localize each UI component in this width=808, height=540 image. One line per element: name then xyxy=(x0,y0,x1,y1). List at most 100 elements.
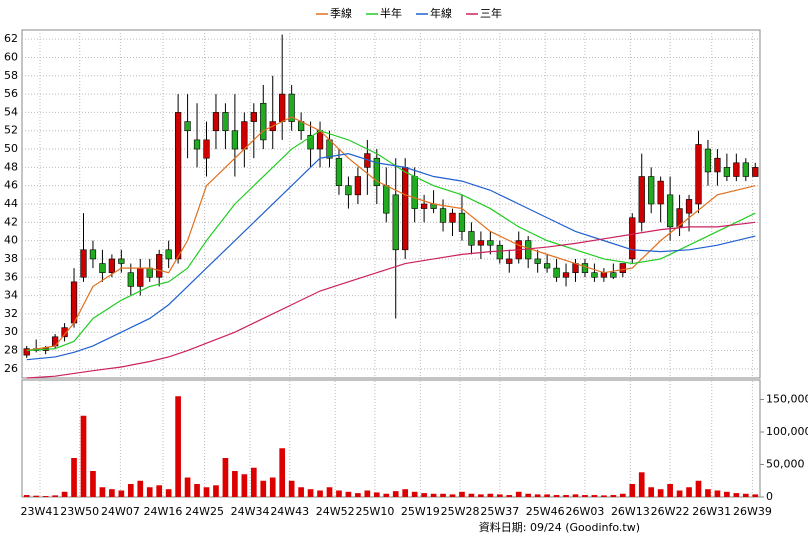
volume-bar xyxy=(232,471,238,497)
candle-body xyxy=(383,185,390,214)
y-tick-label: 30 xyxy=(4,325,18,338)
volume-bar xyxy=(515,491,522,497)
candle-body xyxy=(146,267,153,278)
candle-body xyxy=(23,348,30,356)
candle-body xyxy=(108,258,116,273)
candle-body xyxy=(648,176,655,205)
volume-bar xyxy=(421,493,427,497)
candle-body xyxy=(373,157,380,186)
volume-bar xyxy=(42,496,49,497)
volume-bar xyxy=(440,493,446,497)
volume-bar xyxy=(544,494,550,497)
volume-bar xyxy=(52,495,58,497)
y-tick-label: 50 xyxy=(4,142,18,155)
candle-body xyxy=(458,212,466,232)
volume-bar xyxy=(184,477,191,497)
y-tick-label: 54 xyxy=(4,105,18,118)
candle-body xyxy=(723,167,731,177)
candle-body xyxy=(231,130,239,150)
volume-bar xyxy=(317,490,323,497)
volume-tick-label: 50,000 xyxy=(766,458,805,471)
volume-bar xyxy=(99,487,106,497)
x-tick-label: 25W19 xyxy=(401,505,440,518)
ma-line xyxy=(26,116,756,352)
x-tick-label: 25W10 xyxy=(355,505,394,518)
volume-bar xyxy=(383,493,390,497)
y-tick-label: 52 xyxy=(4,124,18,137)
candle-body xyxy=(345,185,352,196)
ma-line xyxy=(26,130,756,352)
volume-bar xyxy=(175,396,181,497)
y-tick-label: 58 xyxy=(4,69,18,82)
candle-body xyxy=(61,327,68,338)
volume-tick-label: 100,000 xyxy=(766,425,808,438)
volume-tick-label: 150,000 xyxy=(766,393,808,406)
x-tick-label: 24W43 xyxy=(270,505,309,518)
volume-bar xyxy=(288,480,295,497)
candle-body xyxy=(742,162,749,177)
y-tick-label: 46 xyxy=(4,179,18,192)
candle-body xyxy=(449,212,456,223)
candle-body xyxy=(676,208,683,228)
y-tick-label: 60 xyxy=(4,50,18,63)
volume-bar xyxy=(127,484,134,497)
candle-body xyxy=(335,157,343,186)
volume-frame xyxy=(21,379,761,498)
candle-body xyxy=(525,240,532,260)
footer: 資料日期: 09/24 (Goodinfo.tw) xyxy=(479,520,640,534)
legend-label: 半年 xyxy=(380,6,402,20)
ma-line xyxy=(26,221,756,379)
volume-bar xyxy=(203,487,210,497)
y-tick-label: 56 xyxy=(4,87,18,100)
candle-body xyxy=(212,112,220,132)
candle-body xyxy=(260,102,267,141)
candle-body xyxy=(704,148,712,173)
y-tick-label: 32 xyxy=(4,307,18,320)
candle-body xyxy=(487,240,494,246)
candle-body xyxy=(506,258,513,264)
volume-bar xyxy=(156,485,163,497)
x-tick-label: 25W46 xyxy=(526,505,565,518)
candle-body xyxy=(411,176,418,209)
candle-body xyxy=(629,217,636,260)
volume-bar xyxy=(667,484,673,497)
volume-bar xyxy=(459,491,465,497)
volume-bar xyxy=(392,491,399,497)
candle-body xyxy=(203,139,210,159)
candle-body xyxy=(165,249,172,260)
volume-bar xyxy=(146,487,153,497)
y-tick-label: 28 xyxy=(4,344,18,357)
volume-bar xyxy=(591,495,598,497)
y-tick-label: 62 xyxy=(4,32,18,45)
y-tick-label: 36 xyxy=(4,270,18,283)
candle-body xyxy=(80,249,87,278)
candle-body xyxy=(733,162,740,177)
volume-bar xyxy=(705,489,711,497)
candle-body xyxy=(156,254,163,278)
candle-body xyxy=(685,199,693,214)
volume-bar xyxy=(582,495,588,497)
candle-body xyxy=(657,180,664,205)
candle-body xyxy=(553,267,560,278)
volume-bar xyxy=(487,493,494,497)
volume-bar xyxy=(336,490,342,497)
volume-bar xyxy=(250,467,257,497)
candle-body xyxy=(543,263,551,269)
candle-body xyxy=(70,281,78,324)
volume-bar xyxy=(430,493,437,497)
candle-body xyxy=(752,167,759,177)
candle-body xyxy=(184,121,191,132)
volume-bar xyxy=(733,493,740,497)
x-tick-label: 24W52 xyxy=(316,505,355,518)
candle-body xyxy=(392,194,399,251)
volume-bar xyxy=(742,493,749,497)
candle-body xyxy=(127,272,134,287)
candle-body xyxy=(402,167,409,251)
x-tick-label: 26W13 xyxy=(611,505,650,518)
candle-body xyxy=(174,112,182,260)
x-tick-label: 24W25 xyxy=(185,505,224,518)
y-tick-label: 40 xyxy=(4,234,18,247)
candle-body xyxy=(468,231,475,246)
candle-body xyxy=(477,240,485,246)
candle-body xyxy=(118,258,125,264)
